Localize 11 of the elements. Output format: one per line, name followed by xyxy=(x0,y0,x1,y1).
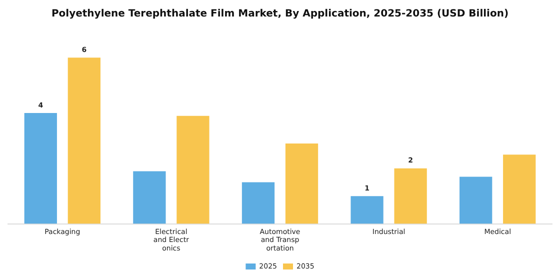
bar xyxy=(460,176,492,224)
bar xyxy=(176,116,210,224)
bar xyxy=(133,171,166,224)
chart-title: Polyethylene Terephthalate Film Market, By Application, 2025-2035 (USD Billion) xyxy=(51,8,509,20)
bar xyxy=(68,58,100,224)
bar xyxy=(24,113,57,224)
bar xyxy=(242,182,275,224)
bar xyxy=(350,196,384,224)
bar xyxy=(503,154,536,224)
bar xyxy=(394,168,427,224)
bar xyxy=(285,144,318,224)
